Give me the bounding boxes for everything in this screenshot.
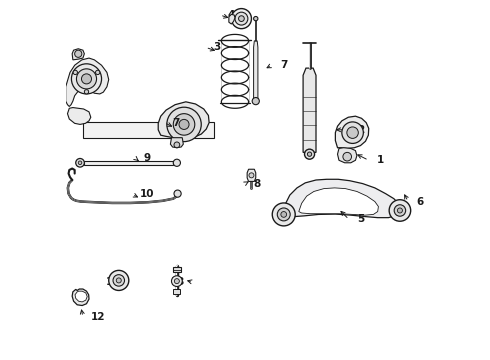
Circle shape (249, 173, 254, 178)
Polygon shape (66, 58, 109, 107)
Circle shape (113, 275, 124, 286)
Polygon shape (338, 148, 357, 163)
Text: 4: 4 (228, 10, 235, 20)
Polygon shape (284, 179, 400, 218)
Circle shape (254, 17, 258, 21)
Circle shape (74, 50, 82, 57)
Circle shape (235, 12, 248, 25)
Circle shape (281, 212, 287, 217)
Text: 6: 6 (416, 197, 423, 207)
Text: 12: 12 (91, 312, 105, 322)
Text: 7: 7 (280, 60, 287, 70)
Circle shape (72, 64, 101, 94)
Circle shape (252, 98, 259, 105)
Text: 9: 9 (144, 153, 150, 163)
Circle shape (307, 152, 312, 156)
Circle shape (174, 279, 179, 284)
Text: 6: 6 (280, 215, 287, 224)
Circle shape (272, 203, 295, 226)
Text: 8: 8 (253, 179, 260, 189)
Circle shape (239, 16, 245, 22)
Circle shape (84, 90, 89, 94)
Polygon shape (171, 138, 183, 148)
Polygon shape (229, 14, 235, 24)
Polygon shape (75, 291, 87, 302)
Polygon shape (68, 108, 91, 125)
Circle shape (394, 205, 406, 216)
Bar (83, 122, 214, 138)
Text: 10: 10 (140, 189, 154, 199)
Circle shape (342, 122, 364, 143)
Circle shape (343, 152, 351, 161)
Bar (172, 267, 181, 272)
Circle shape (78, 161, 82, 165)
Text: 3: 3 (214, 42, 220, 52)
Circle shape (179, 120, 189, 130)
Text: 7: 7 (172, 118, 179, 128)
Polygon shape (247, 169, 256, 181)
Text: 2: 2 (357, 125, 364, 135)
Circle shape (73, 70, 77, 75)
Circle shape (397, 208, 402, 213)
Circle shape (167, 107, 201, 141)
Polygon shape (335, 116, 368, 148)
Polygon shape (299, 188, 378, 215)
Circle shape (231, 9, 251, 29)
Circle shape (76, 69, 97, 89)
Text: 1: 1 (377, 155, 384, 165)
Circle shape (173, 114, 195, 135)
Bar (84, 161, 173, 165)
Polygon shape (158, 102, 209, 139)
Circle shape (109, 270, 129, 291)
Text: 13: 13 (171, 277, 185, 287)
Circle shape (174, 142, 180, 148)
Text: 11: 11 (106, 277, 121, 287)
Circle shape (172, 276, 182, 287)
Circle shape (116, 278, 122, 283)
Bar (173, 289, 180, 294)
Circle shape (96, 70, 100, 75)
Polygon shape (72, 49, 84, 60)
Polygon shape (254, 41, 258, 101)
Circle shape (174, 190, 181, 197)
Circle shape (81, 74, 92, 84)
Circle shape (277, 208, 290, 221)
Circle shape (347, 127, 358, 138)
Text: 5: 5 (357, 215, 364, 224)
Circle shape (173, 159, 180, 166)
Circle shape (76, 158, 84, 167)
Polygon shape (303, 68, 316, 152)
Circle shape (304, 149, 315, 159)
Polygon shape (72, 289, 89, 306)
Circle shape (389, 200, 411, 221)
